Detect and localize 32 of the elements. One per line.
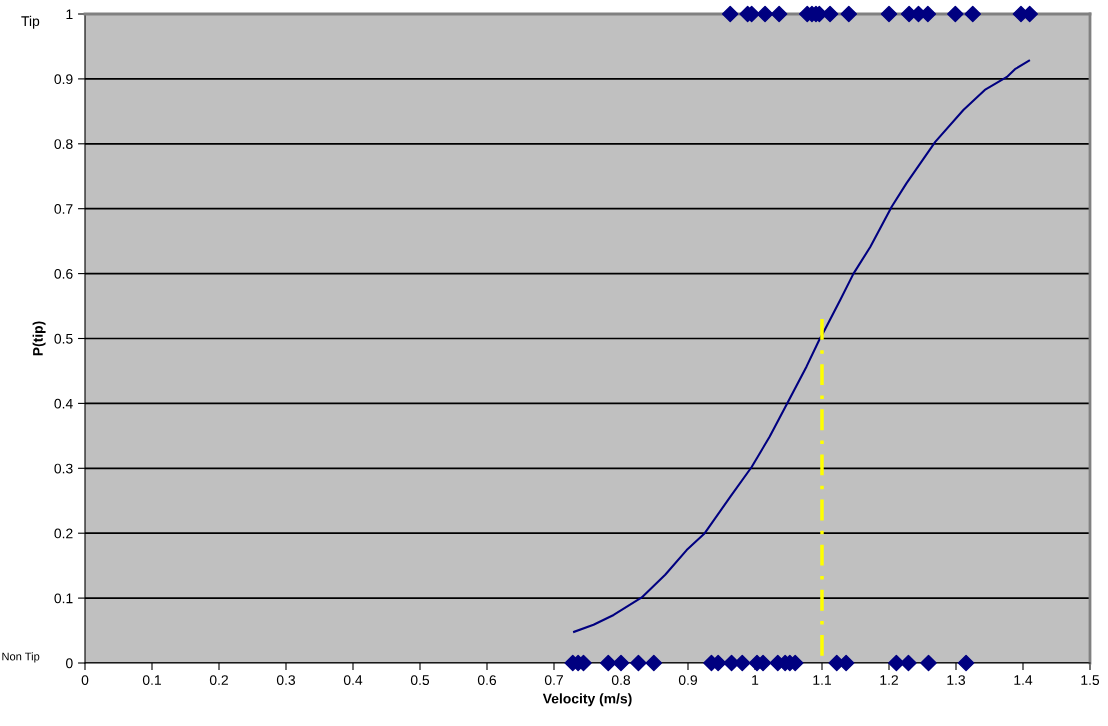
y-tick-label: 0.2 [54, 528, 73, 539]
x-tick-label: 0.2 [209, 675, 228, 686]
x-tick-label: 1.1 [813, 675, 831, 685]
x-tick-label: 1.5 [1081, 675, 1100, 686]
y-tick-label: 1 [66, 9, 73, 20]
x-tick-label: 0.5 [410, 675, 430, 686]
y-tick-label: 0.3 [54, 463, 73, 474]
y-tick-label: 0.7 [54, 204, 73, 214]
x-tick-label: 0.4 [343, 675, 363, 686]
y-tick-label: 0.8 [54, 139, 73, 149]
y-tick-label: 0 [66, 658, 73, 669]
y-tick-label: 0.4 [54, 398, 73, 409]
line-series [573, 59, 1031, 633]
x-tick-label: 0.9 [678, 675, 697, 686]
text: Non Tip [2, 652, 40, 663]
x-tick-label: 1 [752, 675, 759, 685]
x-tick-label: 1.4 [1014, 675, 1033, 685]
x-tick-label: 0.8 [611, 675, 631, 686]
y-tick-label: 0.6 [54, 268, 73, 279]
x-tick-label: 1.2 [880, 675, 898, 685]
x-tick-label: 0.1 [142, 675, 161, 686]
x-tick-label: 1.3 [947, 675, 966, 686]
y-tick-label: 0.5 [54, 333, 73, 344]
x-tick-label: 0.6 [477, 675, 497, 686]
y-axis-title: P(tip) [32, 321, 46, 356]
x-tick-label: 0.7 [544, 675, 563, 686]
y-tick-label: 0.9 [54, 74, 73, 85]
x-tick-label: 0.3 [276, 675, 296, 686]
x-tick-label: 0 [81, 675, 89, 686]
y-tick-label: 0.1 [54, 593, 73, 604]
x-axis-title: Velocity (m/s) [542, 693, 632, 707]
text: Tip [21, 15, 40, 29]
